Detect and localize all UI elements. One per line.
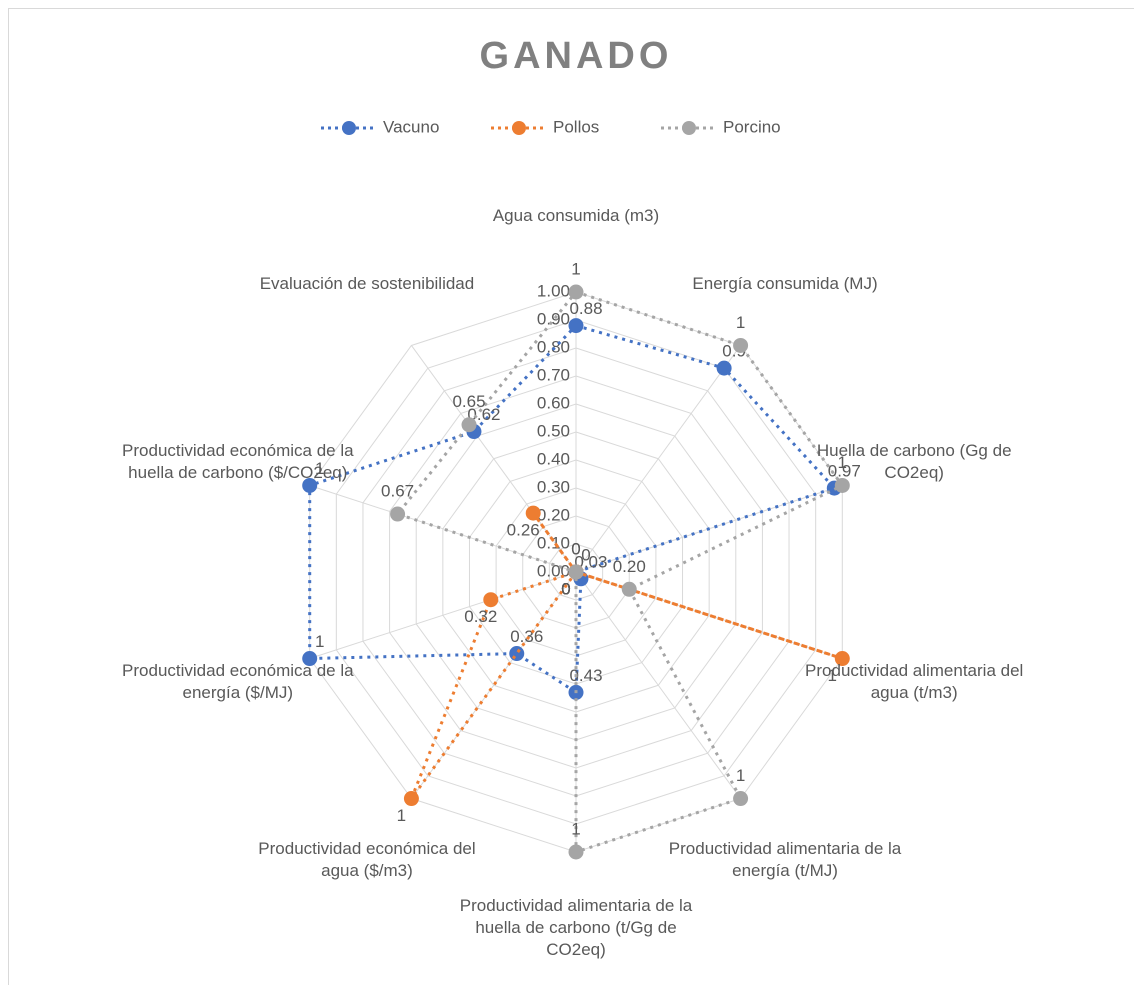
category-label: Agua consumida (m3) <box>492 206 660 226</box>
data-point <box>302 651 318 667</box>
category-label: Productividad alimentaria de la energía … <box>668 838 902 880</box>
category-label: Productividad alimentaria del agua (t/m3… <box>805 660 1024 702</box>
data-label: 0.88 <box>569 299 602 318</box>
legend-marker <box>682 121 696 135</box>
category-label: Energía consumida (MJ) <box>692 274 878 294</box>
data-label: 1 <box>315 632 324 651</box>
r-tick-label: 0.90 <box>537 309 570 328</box>
data-label: 0.67 <box>381 482 414 501</box>
category-label: Productividad alimentaria de la huella d… <box>459 895 693 959</box>
data-label: 1 <box>315 459 324 478</box>
r-tick-label: 0.70 <box>537 365 570 384</box>
data-point <box>834 651 850 667</box>
spoke <box>575 345 741 573</box>
data-label: 0.65 <box>452 392 485 411</box>
data-point <box>733 337 749 353</box>
data-label: 1 <box>736 766 745 785</box>
data-point <box>621 581 637 597</box>
legend-marker <box>342 121 356 135</box>
r-tick-label: 0.50 <box>537 421 570 440</box>
data-label: 0 <box>561 579 570 598</box>
data-label: 0 <box>571 539 580 558</box>
spoke <box>309 484 577 573</box>
r-tick-label: 0.20 <box>537 505 570 524</box>
data-label: 1 <box>397 806 406 825</box>
data-label: 0 <box>561 579 570 598</box>
data-label: 1 <box>571 259 580 278</box>
data-point <box>525 505 541 521</box>
data-label: 0.97 <box>828 462 861 481</box>
data-point <box>568 844 584 860</box>
data-label: 0.20 <box>613 557 646 576</box>
legend-label: Porcino <box>723 117 781 136</box>
data-label: 0.43 <box>569 666 602 685</box>
data-point <box>403 791 419 807</box>
data-label: 0 <box>561 579 570 598</box>
r-tick-label: 0.10 <box>537 533 570 552</box>
data-label: 0 <box>581 545 590 564</box>
data-label: 1 <box>571 819 580 838</box>
data-point <box>483 592 499 608</box>
data-label: 0 <box>571 539 580 558</box>
data-label: 0 <box>561 579 570 598</box>
data-label: 0.32 <box>464 607 497 626</box>
legend-label: Pollos <box>553 117 599 136</box>
data-label: 1 <box>838 453 847 472</box>
data-point <box>834 477 850 493</box>
category-label: Evaluación de sostenibilidad <box>259 274 475 294</box>
r-tick-label: 1.00 <box>537 281 570 300</box>
data-point <box>716 360 732 376</box>
data-point <box>461 417 477 433</box>
data-point <box>568 318 584 334</box>
r-tick-label: 0.30 <box>537 477 570 496</box>
data-label: 0.26 <box>507 521 540 540</box>
data-label: 1 <box>736 313 745 332</box>
legend-label: Vacuno <box>383 117 439 136</box>
category-label: Productividad económica de la energía ($… <box>122 660 354 702</box>
series-line <box>410 512 843 800</box>
legend-marker <box>512 121 526 135</box>
r-tick-label: 0.40 <box>537 449 570 468</box>
data-label: 0.62 <box>467 405 500 424</box>
spoke <box>575 571 741 799</box>
data-point <box>568 284 584 300</box>
data-point <box>733 791 749 807</box>
data-point <box>390 506 406 522</box>
data-point <box>509 646 525 662</box>
category-label: Productividad económica del agua ($/m3) <box>258 838 476 880</box>
category-label: Productividad económica de la huella de … <box>122 441 354 483</box>
r-tick-label: 0.60 <box>537 393 570 412</box>
data-point <box>568 564 584 580</box>
series-line <box>395 290 845 855</box>
chart-title: GANADO <box>480 35 673 77</box>
data-label: 0 <box>561 579 570 598</box>
data-label: 0.36 <box>510 627 543 646</box>
data-label: 0 <box>561 579 570 598</box>
data-label: 0.03 <box>574 552 607 571</box>
category-label: Huella de carbono (Gg de CO2eq) <box>816 441 1012 483</box>
chart-border <box>8 8 1134 985</box>
data-point <box>302 477 318 493</box>
series-line <box>308 323 837 696</box>
data-label: 1 <box>828 666 837 685</box>
